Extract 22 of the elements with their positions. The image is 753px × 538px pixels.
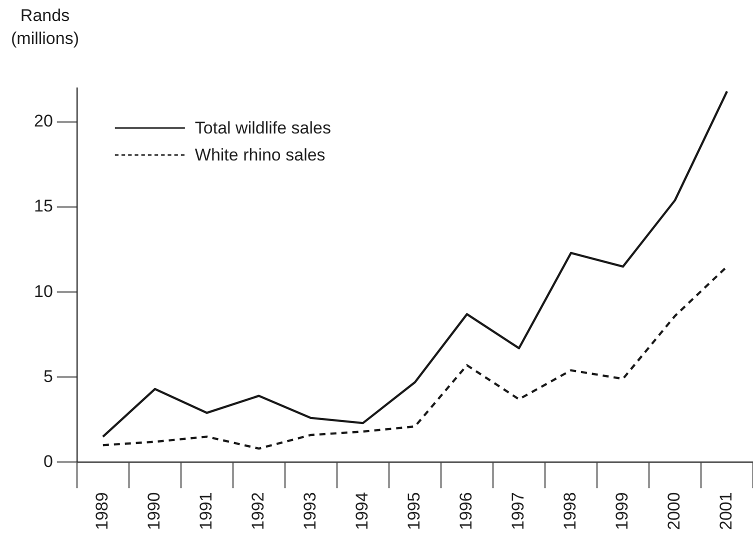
x-tick-label: 1996: [456, 492, 476, 530]
x-tick-label: 1991: [196, 492, 216, 530]
y-tick-label: 20: [34, 112, 53, 131]
x-tick-label: 1989: [92, 492, 112, 530]
y-tick-label: 10: [34, 282, 53, 301]
x-tick-label: 1994: [352, 492, 372, 530]
y-tick-label: 15: [34, 196, 53, 216]
x-tick-label: 1998: [560, 492, 580, 530]
y-axis-title: Rands (millions): [10, 5, 80, 50]
legend-label: Total wildlife sales: [194, 118, 331, 138]
x-tick-label: 1990: [144, 492, 164, 530]
line-series: [102, 265, 728, 450]
x-tick-label: 1993: [300, 492, 320, 530]
y-tick-label: 5: [43, 366, 53, 386]
x-tick-label: 2001: [716, 492, 736, 530]
x-tick-label: 1995: [404, 492, 424, 530]
legend-label: White rhino sales: [194, 146, 326, 165]
x-tick-label: 1999: [612, 492, 632, 530]
x-tick-label: 2000: [664, 492, 684, 530]
x-tick-label: 1997: [508, 492, 528, 530]
y-tick-label: 0: [43, 452, 53, 471]
x-tick-label: 1992: [248, 492, 268, 530]
